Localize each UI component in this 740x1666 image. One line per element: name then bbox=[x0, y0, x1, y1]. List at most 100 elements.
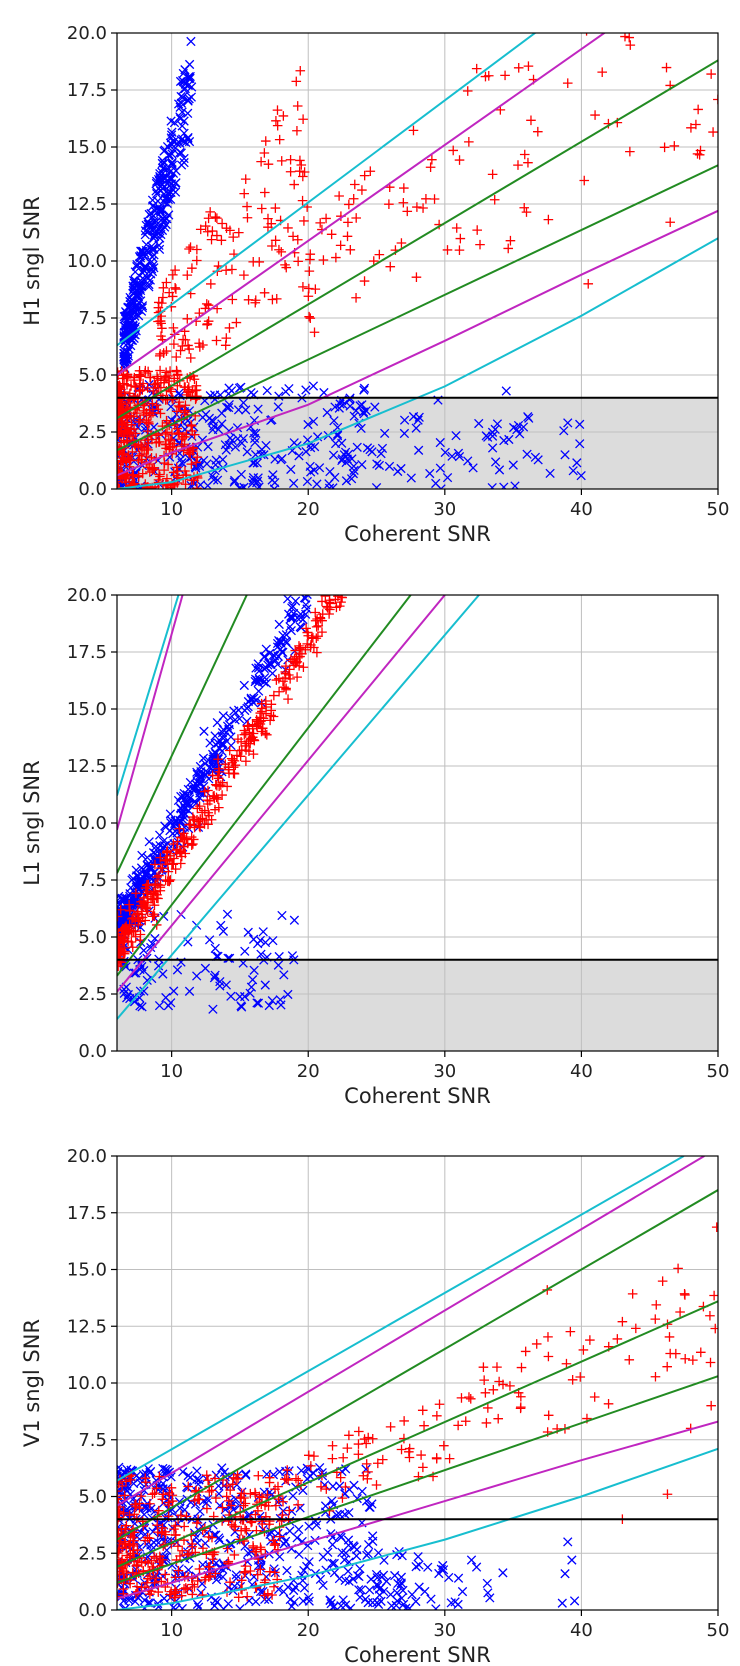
background-point bbox=[431, 1604, 441, 1610]
x-tick-label: 30 bbox=[433, 1061, 456, 1082]
signal-point bbox=[155, 408, 166, 419]
signal-point bbox=[117, 1548, 123, 1558]
signal-point bbox=[175, 858, 186, 869]
signal-point bbox=[158, 283, 169, 293]
background-point bbox=[260, 937, 271, 948]
signal-point bbox=[480, 1388, 491, 1398]
background-point bbox=[289, 915, 300, 925]
signal-point bbox=[131, 1499, 141, 1509]
signal-point bbox=[126, 381, 136, 391]
background-point bbox=[154, 240, 164, 250]
background-point bbox=[304, 1557, 314, 1567]
background-point bbox=[261, 644, 271, 654]
background-point bbox=[267, 668, 278, 679]
signal-point bbox=[316, 1482, 326, 1492]
background-point bbox=[344, 1507, 354, 1518]
background-point bbox=[413, 415, 423, 425]
signal-point bbox=[187, 386, 198, 397]
signal-point bbox=[173, 1541, 183, 1552]
signal-point bbox=[402, 206, 413, 217]
signal-point bbox=[334, 191, 344, 201]
background-point bbox=[323, 1547, 333, 1557]
signal-point bbox=[299, 216, 309, 226]
contour-line-magenta bbox=[117, 595, 446, 993]
x-tick-label: 10 bbox=[160, 499, 183, 520]
signal-point bbox=[117, 381, 124, 391]
signal-point bbox=[313, 621, 324, 631]
signal-point bbox=[245, 734, 256, 744]
signal-point bbox=[169, 853, 179, 864]
y-tick-label: 20.0 bbox=[67, 585, 107, 606]
veto-region bbox=[117, 959, 718, 1051]
signal-point bbox=[169, 339, 179, 349]
signal-point bbox=[673, 1263, 683, 1274]
signal-point bbox=[399, 1416, 409, 1426]
background-point bbox=[463, 456, 473, 466]
background-point bbox=[177, 808, 187, 819]
background-point bbox=[294, 1524, 304, 1535]
background-point bbox=[117, 478, 124, 488]
background-point bbox=[142, 852, 152, 863]
background-point bbox=[130, 311, 140, 321]
background-point bbox=[262, 385, 272, 396]
background-point bbox=[221, 445, 231, 455]
background-point bbox=[308, 416, 319, 427]
y-tick-label: 20.0 bbox=[67, 23, 107, 44]
signal-point bbox=[256, 203, 267, 214]
signal-point bbox=[178, 841, 189, 852]
signal-point bbox=[208, 1549, 219, 1560]
signal-point bbox=[675, 1307, 685, 1317]
signal-point bbox=[662, 1489, 673, 1500]
signal-point bbox=[217, 218, 227, 229]
signal-point bbox=[659, 142, 670, 153]
background-point bbox=[183, 95, 193, 105]
y-tick-label: 12.5 bbox=[67, 1316, 107, 1337]
signal-point bbox=[242, 1591, 252, 1602]
x-tick-label: 40 bbox=[570, 1620, 593, 1641]
signal-point bbox=[150, 859, 160, 870]
signal-point bbox=[175, 1551, 185, 1561]
background-point bbox=[294, 1549, 304, 1560]
background-point bbox=[227, 435, 237, 446]
signal-point bbox=[669, 141, 680, 151]
signal-point bbox=[309, 327, 320, 338]
signal-point bbox=[136, 1491, 146, 1501]
background-point bbox=[209, 421, 219, 431]
background-point bbox=[204, 774, 214, 784]
background-point bbox=[158, 1571, 168, 1581]
contour-line-green bbox=[117, 595, 412, 977]
y-tick-label: 2.5 bbox=[78, 1543, 107, 1564]
background-point bbox=[371, 1569, 382, 1580]
signal-point bbox=[151, 1573, 161, 1583]
y-tick-label: 12.5 bbox=[67, 756, 107, 777]
background-point bbox=[498, 1568, 508, 1578]
signal-series bbox=[117, 595, 347, 972]
signal-point bbox=[247, 719, 258, 730]
signal-point bbox=[318, 255, 329, 265]
signal-point bbox=[235, 751, 246, 762]
signal-point bbox=[186, 420, 196, 430]
signal-point bbox=[185, 353, 196, 363]
background-point bbox=[371, 482, 382, 489]
signal-point bbox=[282, 1465, 293, 1475]
background-point bbox=[208, 1004, 218, 1014]
background-point bbox=[365, 1502, 375, 1512]
signal-point bbox=[513, 160, 523, 170]
signal-point bbox=[177, 341, 188, 351]
signal-point bbox=[531, 1339, 542, 1349]
background-point bbox=[575, 419, 585, 429]
background-point bbox=[183, 1471, 193, 1481]
contour-line-magenta bbox=[117, 1156, 705, 1507]
signal-point bbox=[194, 1494, 205, 1505]
background-point bbox=[367, 1531, 378, 1541]
background-point bbox=[352, 442, 362, 452]
background-point bbox=[243, 1548, 253, 1558]
background-point bbox=[257, 444, 267, 455]
signal-point bbox=[141, 443, 152, 453]
y-tick-label: 0.0 bbox=[78, 1041, 107, 1062]
signal-point bbox=[216, 235, 227, 246]
signal-point bbox=[211, 1493, 221, 1503]
background-point bbox=[184, 59, 195, 70]
background-point bbox=[176, 148, 186, 158]
signal-point bbox=[234, 227, 244, 238]
